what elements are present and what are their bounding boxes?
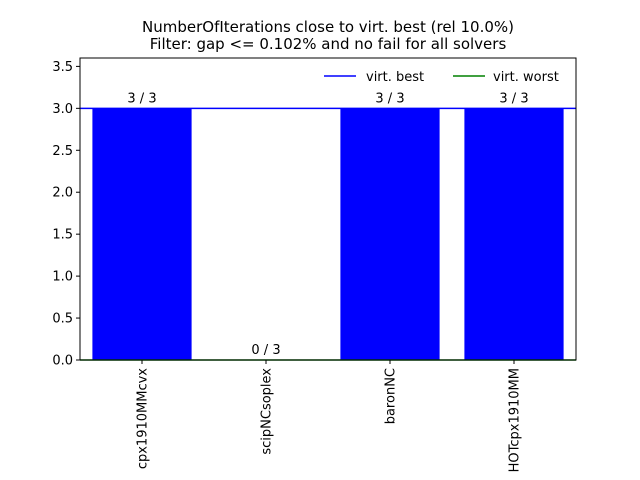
x-tick-label: scipNCsoplex (260, 368, 275, 455)
y-tick-label: 1.5 (52, 228, 73, 243)
y-tick-label: 3.0 (52, 102, 73, 117)
bar-label-scipNCsoplex: 0 / 3 (251, 343, 280, 358)
plot-frame (79, 57, 577, 361)
x-tick-label: cpx1910MMcvx (136, 368, 151, 469)
bar-cpx1910MMcvx (92, 108, 192, 360)
bar-label-HOTcpx1910MM: 3 / 3 (499, 91, 528, 106)
y-tick-label: 1.0 (52, 270, 73, 285)
bar-HOTcpx1910MM (464, 108, 564, 360)
y-tick-label: 0.0 (52, 354, 73, 369)
y-tick-label: 3.5 (52, 60, 73, 75)
legend-label-virt-worst: virt. worst (493, 70, 559, 85)
y-tick-label: 0.5 (52, 312, 73, 327)
chart-title: NumberOfIterations close to virt. best (… (142, 18, 514, 36)
bar-baronNC (340, 108, 440, 360)
y-tick-label: 2.0 (52, 186, 73, 201)
x-tick-label: baronNC (384, 368, 399, 424)
plot-area: 3 / 3 0 / 3 3 / 3 3 / 3 0.0 0.5 1.0 1.5 2.0 2.5 3.… (52, 57, 577, 472)
bar-label-cpx1910MMcvx: 3 / 3 (127, 91, 156, 106)
legend-label-virt-best: virt. best (366, 70, 424, 85)
x-tick-label: HOTcpx1910MM (508, 368, 523, 472)
chart-subtitle: Filter: gap <= 0.102% and no fail for al… (150, 35, 507, 53)
bar-label-baronNC: 3 / 3 (375, 91, 404, 106)
y-tick-label: 2.5 (52, 144, 73, 159)
